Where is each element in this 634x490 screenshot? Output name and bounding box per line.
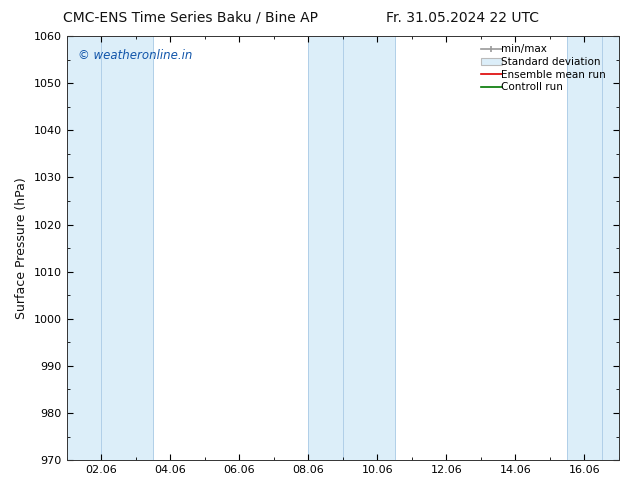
Text: © weatheronline.in: © weatheronline.in	[77, 49, 192, 62]
Legend: min/max, Standard deviation, Ensemble mean run, Controll run: min/max, Standard deviation, Ensemble me…	[478, 41, 614, 96]
Y-axis label: Surface Pressure (hPa): Surface Pressure (hPa)	[15, 177, 28, 319]
Bar	[602, 36, 619, 460]
Bar	[101, 36, 153, 460]
Bar	[308, 36, 343, 460]
Text: CMC-ENS Time Series Baku / Bine AP: CMC-ENS Time Series Baku / Bine AP	[63, 11, 318, 25]
Bar	[67, 36, 101, 460]
Bar	[567, 36, 602, 460]
Bar	[343, 36, 394, 460]
Text: Fr. 31.05.2024 22 UTC: Fr. 31.05.2024 22 UTC	[386, 11, 540, 25]
